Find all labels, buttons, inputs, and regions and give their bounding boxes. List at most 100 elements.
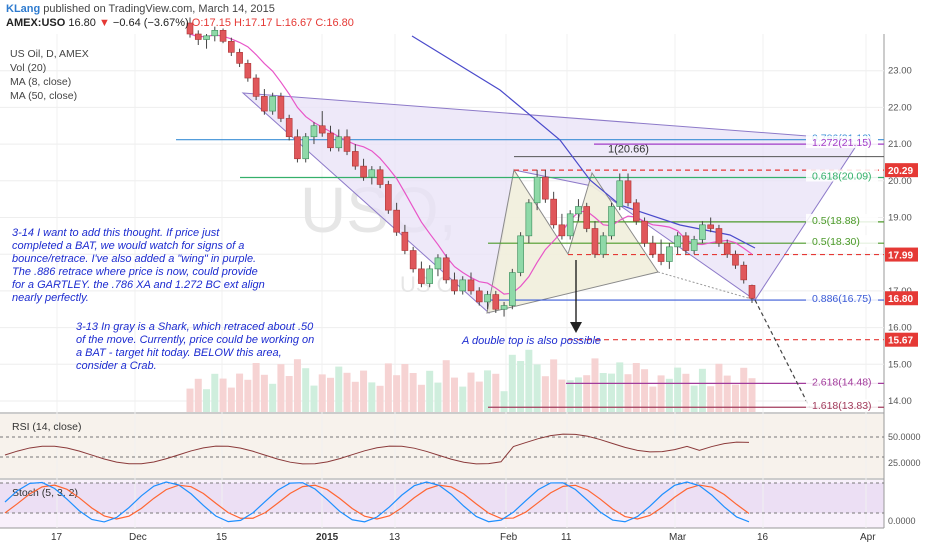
last-price: 16.80 [68,17,96,29]
candle-body [285,118,293,138]
fib-label-bg [806,292,878,305]
candle-body [236,52,243,64]
time-tick: 2015 [316,532,339,543]
rsi-pane [0,414,884,478]
fib-label-bg [806,169,878,182]
publish-line: KLang published on TradingView.com, Marc… [6,3,275,15]
volume-bar [227,387,235,412]
symbol-line: AMEX:USO 16.80 ▼ −0.64 (−3.67%) O:17.15 … [6,17,354,29]
price-tick: 21.00 [888,139,912,150]
rsi-tick: 25.0000 [888,458,921,468]
time-tick: 13 [389,532,401,543]
ohlc-values: O:17.15 H:17.17 L:16.67 C:16.80 [191,17,354,29]
candle-body [261,96,268,112]
volume-bar [335,366,343,412]
candle-body [575,206,582,215]
volume-bar [574,377,582,412]
candle-body [599,235,607,255]
candle-body [244,63,252,79]
stoch-label: Stoch (5, 3, 2) [12,487,78,499]
rsi-label: RSI (14, close) [12,421,81,433]
candle-body [393,209,400,233]
candle-body [509,272,516,306]
volume-bar [649,386,657,412]
volume-bar [690,385,698,412]
annotation-double-top: A double top is also possible [461,335,601,347]
candle-body [211,30,219,37]
time-tick: Feb [500,532,518,543]
volume-bar [186,388,194,412]
candle-body [533,176,541,204]
volume-bar [409,373,417,412]
volume-bar [525,349,533,412]
volume-bar [417,384,425,412]
price-tick: 14.00 [888,396,912,407]
price-change: −0.64 (−3.67%) [112,17,189,29]
candle-body [566,213,574,237]
rsi-line [4,433,750,465]
legend-item: MA (50, close) [10,90,77,102]
candle-body [219,30,227,42]
price-tick: 16.00 [888,323,912,334]
price-tick: 15.00 [888,359,912,370]
candle-body [624,180,632,204]
time-tick: 17 [51,532,63,543]
chart-header: KLang published on TradingView.com, Marc… [0,0,932,30]
price-label-box [885,247,918,262]
candle-body [583,206,591,229]
candle-body [360,165,367,178]
change-arrow: ▼ [98,17,110,29]
volume-bar [327,377,334,412]
candle-body [418,268,425,284]
volume-bar [707,386,715,412]
fib-label: 1.618(13.83) [812,400,872,412]
volume-bar [517,361,525,412]
volume-bar [351,381,359,412]
fib-label: 0.618(20.09) [812,170,872,182]
price-label-box [885,163,918,178]
volume-bar [632,363,640,412]
arrow-head [570,322,582,333]
candle-body [666,246,673,262]
volume-bar [426,370,434,412]
volume-bar [360,370,368,412]
volume-bar [533,364,541,412]
volume-bar [467,372,475,412]
volume-bar [475,381,483,412]
candle-body [542,176,549,200]
volume-bar [401,364,409,412]
time-tick: Dec [129,532,147,543]
candle-body [294,136,301,160]
volume-bar [550,359,558,412]
candle-body [467,279,475,292]
candle-body [591,228,599,255]
candle-body [310,125,318,138]
volume-bar [608,373,615,412]
volume-bar [368,382,376,412]
candle-body [690,239,698,251]
stoch-k-line [4,481,750,523]
fib-label: 0.5(18.30) [812,236,860,248]
volume-bar [376,385,384,412]
candle-body [732,253,739,266]
candle-body [186,22,194,35]
volume-bar [723,375,731,412]
volume-bar [641,369,649,412]
volume-bar [748,378,756,412]
volume-bar [194,378,202,412]
volume-bar [285,376,293,412]
time-tick: Mar [669,532,687,543]
candle-body [252,77,260,97]
candle-body [550,198,557,226]
candle-body [740,264,748,281]
fib-label: 0.5(18.88) [812,215,860,227]
price-label: 16.80 [888,294,913,305]
volume-bar [740,367,748,412]
candle-body [748,285,756,299]
volume-bar [657,375,665,412]
candle-body [269,96,276,112]
volume-bar [624,374,632,412]
author-name[interactable]: KLang [6,3,41,15]
fib-label: 2.618(14.48) [812,376,872,388]
